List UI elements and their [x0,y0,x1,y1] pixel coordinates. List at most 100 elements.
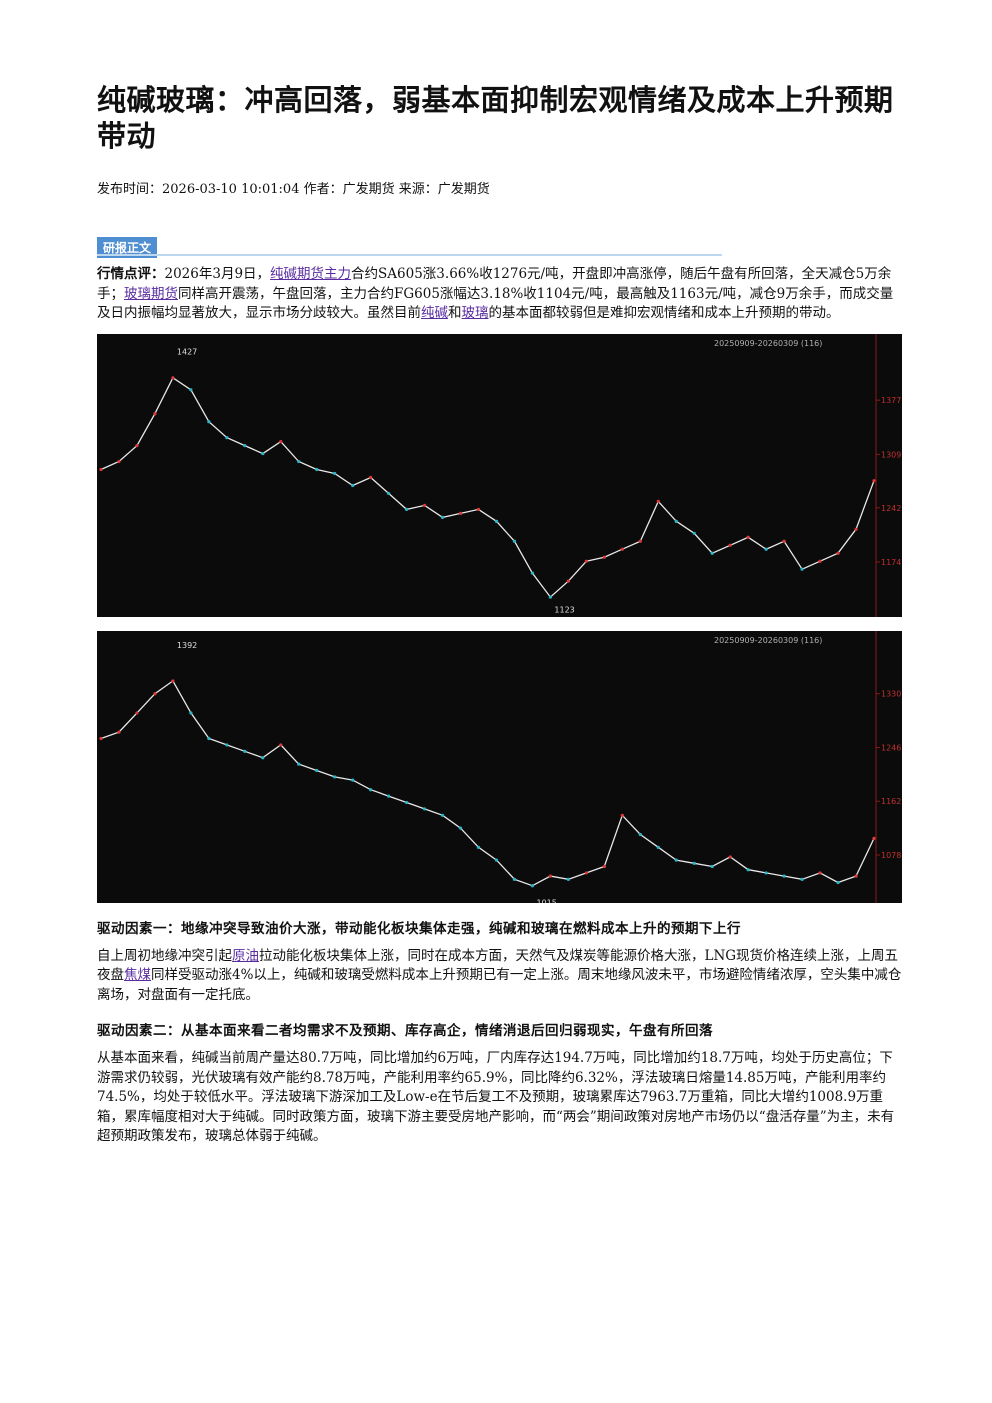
price-point [189,710,193,715]
price-point [171,678,175,683]
price-point [800,567,804,571]
price-point [872,836,876,840]
price-point [405,507,409,511]
price-point [512,539,517,543]
price-point [512,877,517,881]
price-point [638,832,642,836]
price-point [854,527,858,531]
y-tick-label: 1330 [881,689,901,698]
price-point [476,845,481,849]
price-point [297,762,301,766]
paragraph: 从基本面来看，纯碱当前周产量达80.7万吨，同比增加约6万吨，厂内库存达194.… [97,1049,902,1147]
price-point [458,826,463,830]
price-point [171,375,175,379]
text: 拉动能化板块集体上涨，同时在成本方面，天然气及煤炭等能源价格大涨，LNG现货价格… [97,947,899,984]
price-point [602,555,606,559]
price-point [351,778,355,782]
price-point [333,471,337,475]
price-point [692,531,696,535]
price-point [584,559,588,563]
text: 同样高开震荡，午盘回落，主力合约FG605涨幅达3.18%收1104元/吨，最高… [97,285,894,322]
price-point [225,742,229,747]
price-point [189,387,193,391]
price-point [440,515,445,519]
price-point [728,854,732,859]
price-point [530,883,535,887]
chart: 20250909-20260309 (116) 1330 1246 1162 1078 1… [97,630,902,903]
price-point [656,845,660,849]
price-point [728,543,732,547]
text: 和 [448,305,462,321]
price-point [710,864,714,868]
divider [97,254,722,256]
price-line [100,376,875,598]
price-point [279,742,283,747]
section-tag: 研报正文 [97,237,158,258]
price-point [99,467,103,471]
price-point [656,499,660,503]
meta: 发布时间：2026-03-10 10:01:04 作者：广发期货 来源：广发期货 [97,182,490,197]
price-point [818,870,822,875]
y-tick-label: 1162 [881,797,901,806]
price-point [387,491,391,495]
price-point [836,551,840,555]
low-label: 1123 [554,605,574,614]
price-point [458,511,463,515]
link[interactable]: 原油 [232,947,259,964]
text: 自上周初地缘冲突引起 [97,947,232,964]
link[interactable]: 玻璃期货 [124,285,178,302]
price-line [100,679,875,886]
price-point [836,880,840,884]
text: 合约SA605涨3.66%收1276元/吨，开盘即冲高涨停，随后午盘有所回落，全… [97,266,892,302]
price-point [99,736,103,740]
link[interactable]: 纯碱期货主力 [270,266,352,282]
price-point [315,768,319,772]
price-point [369,787,373,791]
high-label: 1427 [177,347,197,356]
title: 纯碱玻璃：冲高回落，弱基本面抑制宏观情绪及成本上升预期带动 [97,83,894,153]
price-point [548,594,553,599]
link[interactable]: 玻璃 [461,305,489,321]
price-point [261,755,265,759]
price-point [207,419,211,423]
price-point [440,813,445,817]
price-point [135,710,139,715]
y-tick-label: 1377 [881,396,901,405]
y-tick-label: 1174 [881,557,901,566]
link[interactable]: 焦煤 [124,967,151,983]
price-point [818,559,822,563]
price-point [297,459,301,463]
y-tick-label: 1309 [881,450,901,459]
price-point [153,691,157,695]
paragraph: 行情点评：2026年3月9日，纯碱期货主力合约SA605涨3.66%收1276元… [97,265,902,324]
price-point [279,439,283,443]
price-point [351,483,355,487]
link[interactable]: 纯碱 [421,305,448,321]
lead: 行情点评： [97,266,165,282]
price-point [764,870,768,875]
y-tick-label: 1246 [881,743,901,752]
heading: 驱动因素二：从基本面来看二者均需求不及预期、库存高企，情绪消退后回归弱现实，午盘… [97,1023,713,1039]
range-label: 20250909-20260309 (116) [714,636,822,645]
price-point [782,539,786,543]
price-point [620,813,624,817]
text: 从基本面来看，纯碱当前周产量达80.7万吨，同比增加约6万吨，厂内库存达194.… [97,1050,895,1144]
low-label: 1015 [536,898,556,903]
price-point [692,861,696,865]
price-point [674,858,678,862]
price-point [638,539,642,543]
price-point [387,794,391,798]
price-point [207,736,211,740]
section-header: 研报正文 [97,237,902,258]
price-point [764,547,768,551]
price-point [476,507,481,511]
price-point [261,451,265,455]
price-point [117,730,121,734]
document: 纯碱玻璃：冲高回落，弱基本面抑制宏观情绪及成本上升预期带动 发布时间：2026-… [97,82,902,1157]
price-point [315,467,319,471]
price-point [674,519,678,523]
price-point [620,547,624,551]
text: 的基本面都较弱但是难抑宏观情绪和成本上升预期的带动。 [488,305,840,321]
price-point [584,870,588,875]
range-label: 20250909-20260309 (116) [714,339,822,348]
